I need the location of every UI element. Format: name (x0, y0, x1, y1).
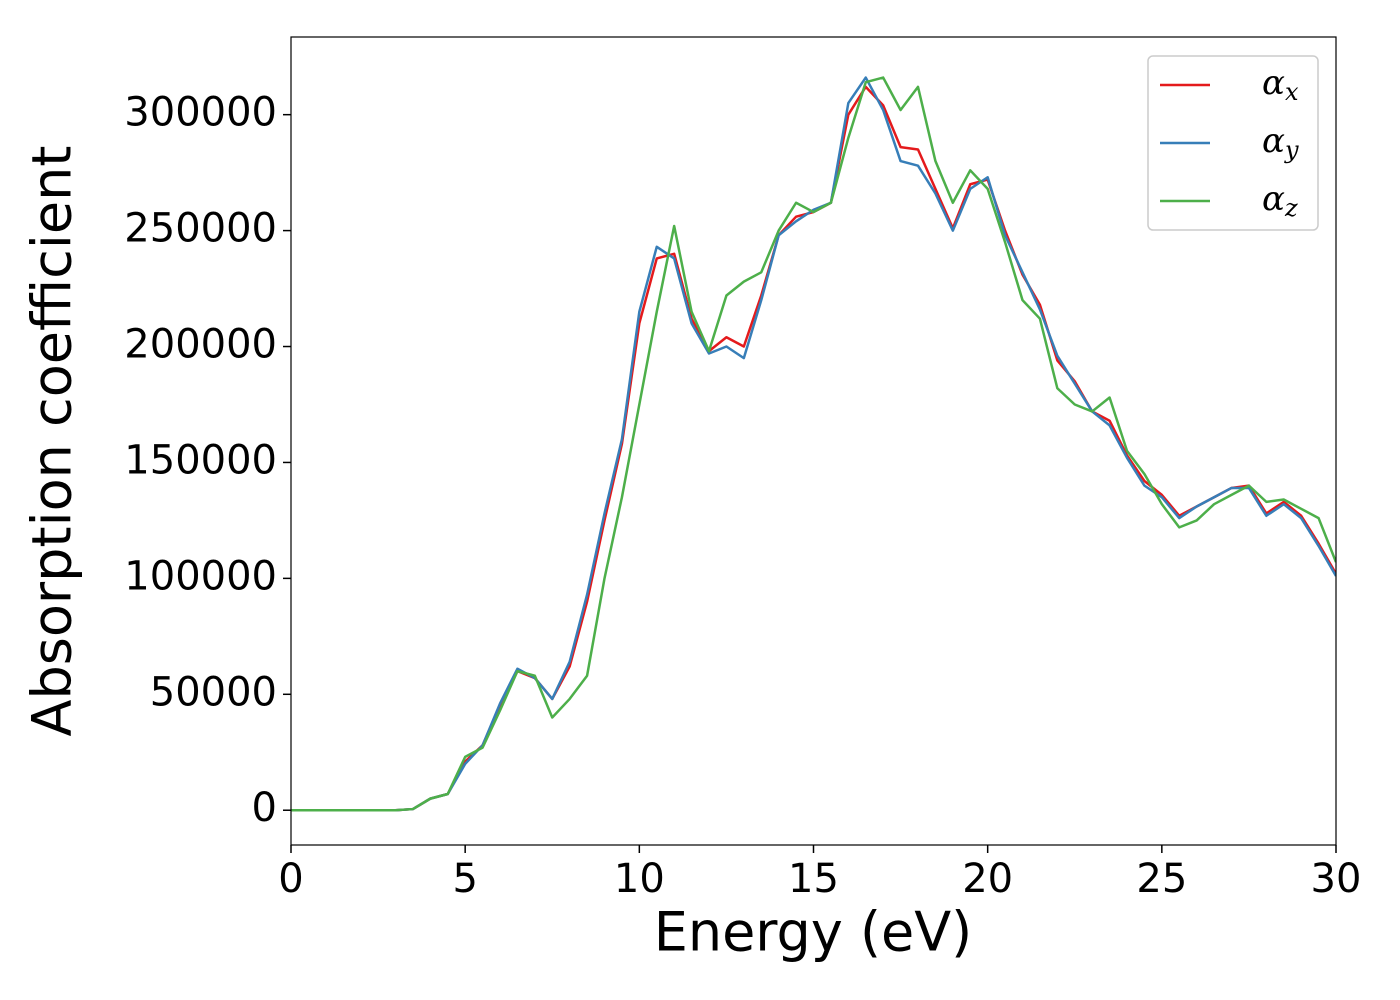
x-tick-label: 5 (452, 856, 477, 902)
x-tick-label: 10 (614, 856, 665, 902)
y-tick-label: 200000 (124, 322, 277, 368)
legend-symbol: α (1262, 179, 1285, 219)
plot-frame (290, 36, 1337, 846)
y-tick-label: 150000 (124, 437, 277, 483)
legend-subscript: z (1284, 194, 1298, 222)
y-tick-label: 0 (252, 785, 277, 831)
x-tick-label: 15 (788, 856, 839, 902)
legend-box (1147, 55, 1319, 231)
x-tick-label: 30 (1311, 856, 1362, 902)
legend-symbol: α (1262, 121, 1285, 161)
x-tick-label: 0 (278, 856, 303, 902)
x-tick-label: 20 (962, 856, 1013, 902)
y-tick-label: 250000 (124, 206, 277, 252)
data-line (291, 76, 1336, 812)
legend-label: αz (1262, 179, 1298, 222)
x-axis-label: Energy (eV) (654, 901, 973, 964)
legend-label: αy (1262, 121, 1299, 164)
y-axis-label: Absorption coefficient (21, 146, 84, 737)
x-tick-label: 25 (1136, 856, 1187, 902)
legend-subscript: y (1284, 136, 1299, 164)
legend-symbol: α (1262, 63, 1285, 103)
y-tick-label: 100000 (124, 553, 277, 599)
data-line (291, 76, 1336, 812)
legend-label: αx (1262, 63, 1299, 106)
legend-subscript: x (1285, 78, 1299, 106)
y-tick-label: 300000 (124, 90, 277, 136)
y-tick-label: 50000 (150, 669, 277, 715)
